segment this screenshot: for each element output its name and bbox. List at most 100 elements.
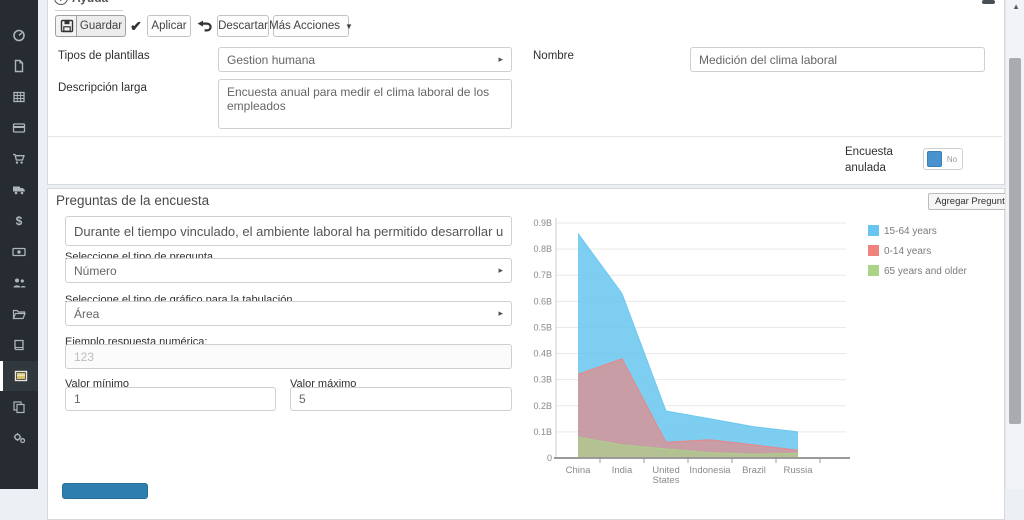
discard-button[interactable]: Descartar bbox=[217, 15, 269, 37]
numeric-example-placeholder: 123 bbox=[74, 349, 95, 364]
panel-divider bbox=[48, 136, 1002, 137]
sidebar-item-credit-card[interactable] bbox=[0, 113, 38, 143]
y-axis-tick-label: 0.5B bbox=[533, 322, 552, 332]
sidebar-item-folder[interactable] bbox=[0, 299, 38, 329]
numeric-example-input[interactable]: 123 bbox=[65, 344, 512, 369]
sidebar-item-book[interactable] bbox=[0, 330, 38, 360]
sidebar-item-truck[interactable] bbox=[0, 175, 38, 205]
annulled-label: Encuesta anulada bbox=[845, 146, 893, 174]
sidebar-item-document[interactable] bbox=[0, 51, 38, 81]
question-text-input[interactable]: Durante el tiempo vinculado, el ambiente… bbox=[65, 216, 512, 246]
legend-label: 65 years and older bbox=[884, 266, 968, 277]
x-axis-category-label: United States bbox=[652, 465, 679, 486]
chevron-down-icon: ▼ bbox=[345, 21, 353, 31]
legend-swatch bbox=[868, 245, 879, 256]
area-series-2 bbox=[578, 358, 798, 458]
legend-swatch bbox=[868, 225, 879, 236]
name-value: Medición del clima laboral bbox=[699, 52, 838, 67]
sidebar-item-dollar[interactable]: $ bbox=[0, 206, 38, 236]
question-type-value: Número bbox=[74, 263, 117, 278]
help-underline bbox=[55, 10, 123, 11]
sidebar-item-table[interactable] bbox=[0, 82, 38, 112]
population-area-chart: 0 0.1B 0.2B 0.3B 0.4B 0.5B 0.6B 0.7B 0.8B 0.9B Chi… bbox=[533, 218, 968, 486]
shopping-cart-icon bbox=[13, 153, 25, 164]
select-caret-icon: ▸ bbox=[498, 54, 503, 64]
min-value: 1 bbox=[74, 392, 81, 406]
y-axis-tick-label: 0.1B bbox=[533, 427, 552, 437]
x-axis-category-label: Brazil bbox=[742, 465, 766, 476]
x-axis-category-label: China bbox=[566, 465, 592, 476]
save-icon-cell[interactable] bbox=[55, 15, 77, 37]
select-caret-icon: ▸ bbox=[498, 308, 503, 318]
scroll-up-arrow-icon[interactable]: ▲ bbox=[1012, 2, 1020, 11]
name-input[interactable]: Medición del clima laboral bbox=[690, 47, 985, 72]
y-axis-tick-label: 0.3B bbox=[533, 375, 552, 385]
scrollbar-thumb[interactable] bbox=[1009, 58, 1021, 424]
question-text-value: Durante el tiempo vinculado, el ambiente… bbox=[74, 223, 503, 239]
truck-icon bbox=[13, 186, 25, 195]
window-artifact bbox=[982, 0, 995, 4]
gears-icon bbox=[13, 433, 26, 444]
questions-section-title: Preguntas de la encuesta bbox=[56, 193, 210, 208]
y-axis-tick-label: 0.2B bbox=[533, 401, 552, 411]
annulled-toggle[interactable]: No bbox=[923, 148, 963, 170]
more-actions-button[interactable]: Más Acciones ▼ bbox=[269, 15, 353, 37]
chart-type-select[interactable]: Área ▸ bbox=[65, 301, 512, 326]
help-link[interactable]: ? Ayuda bbox=[54, 0, 108, 5]
money-icon bbox=[12, 247, 26, 257]
more-actions-label: Más Acciones bbox=[269, 20, 341, 32]
sidebar-item-survey[interactable] bbox=[0, 361, 38, 391]
long-description-textarea[interactable] bbox=[218, 79, 512, 129]
floppy-icon bbox=[60, 19, 73, 33]
chart-type-value: Área bbox=[74, 306, 100, 321]
max-value: 5 bbox=[299, 392, 306, 406]
apply-check-icon: ✔ bbox=[130, 17, 142, 34]
undo-icon bbox=[195, 15, 213, 37]
y-axis-tick-label: 0 bbox=[547, 453, 552, 463]
book-icon bbox=[14, 339, 24, 351]
question-type-select[interactable]: Número ▸ bbox=[65, 258, 512, 283]
y-axis-tick-label: 0.8B bbox=[533, 244, 552, 254]
apply-button[interactable]: Aplicar bbox=[147, 15, 191, 37]
tabulation-chart: 0 0.1B 0.2B 0.3B 0.4B 0.5B 0.6B 0.7B 0.8B 0.9B Chi… bbox=[530, 198, 1005, 486]
area-series-3 bbox=[578, 437, 798, 458]
table-icon bbox=[13, 91, 25, 103]
sidebar-item-users[interactable] bbox=[0, 268, 38, 298]
folder-icon bbox=[12, 309, 26, 320]
toggle-state-label: No bbox=[946, 154, 958, 164]
dollar-icon: $ bbox=[16, 214, 23, 228]
y-axis-tick-label: 0.4B bbox=[533, 349, 552, 359]
x-axis-category-label: Russia bbox=[783, 465, 813, 476]
y-axis-tick-label: 0.7B bbox=[533, 270, 552, 280]
max-value-input[interactable]: 5 bbox=[290, 387, 512, 411]
long-description-label: Descripción larga bbox=[58, 82, 147, 94]
y-axis-tick-label: 0.6B bbox=[533, 296, 552, 306]
toggle-knob bbox=[927, 151, 942, 167]
legend-label: 0-14 years bbox=[884, 246, 931, 257]
users-icon bbox=[13, 278, 26, 288]
sidebar-item-gears[interactable] bbox=[0, 423, 38, 453]
question-submit-button[interactable] bbox=[62, 483, 148, 499]
sidebar: $ bbox=[0, 0, 38, 489]
sidebar-item-dashboard[interactable] bbox=[0, 20, 38, 50]
template-type-value: Gestion humana bbox=[227, 52, 316, 67]
min-value-input[interactable]: 1 bbox=[65, 387, 276, 411]
help-label: Ayuda bbox=[72, 0, 108, 5]
legend-label: 15-64 years bbox=[884, 226, 937, 237]
survey-icon bbox=[14, 370, 27, 382]
sidebar-item-shopping-cart[interactable] bbox=[0, 144, 38, 174]
sidebar-item-copy[interactable] bbox=[0, 392, 38, 422]
save-button[interactable]: Guardar bbox=[76, 15, 126, 37]
x-axis-category-label: India bbox=[612, 465, 633, 476]
template-type-label: Tipos de plantillas bbox=[58, 50, 150, 62]
copy-icon bbox=[13, 401, 25, 414]
y-axis-tick-label: 0.9B bbox=[533, 218, 552, 228]
sidebar-item-money[interactable] bbox=[0, 237, 38, 267]
dashboard-icon bbox=[13, 29, 25, 42]
svg-text:$: $ bbox=[16, 214, 23, 228]
help-icon: ? bbox=[54, 0, 68, 5]
credit-card-icon bbox=[12, 123, 26, 133]
legend-swatch bbox=[868, 265, 879, 276]
template-type-select[interactable]: Gestion humana ▸ bbox=[218, 47, 512, 72]
select-caret-icon: ▸ bbox=[498, 265, 503, 275]
